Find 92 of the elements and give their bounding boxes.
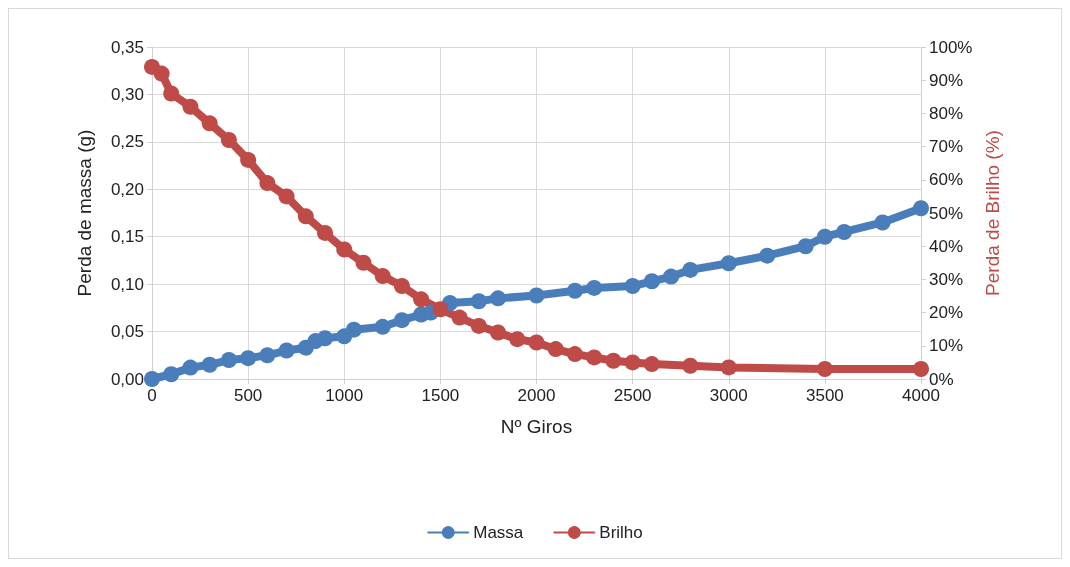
point [547,341,564,358]
point [470,293,487,310]
point [182,359,199,376]
point [720,255,737,272]
point [259,347,276,364]
point [913,361,929,378]
point [836,223,853,240]
y-tick-label: 0,25 [110,132,144,152]
y-tick-label: 0,35 [110,37,144,57]
y2-tick-label: 50% [929,203,964,223]
x-tick-label: 2000 [517,386,556,405]
x-axis-title: Nº Giros [500,416,573,437]
y2-tick-label: 10% [929,336,964,356]
point [624,278,641,295]
point [624,354,641,371]
point [278,342,295,359]
point [220,131,237,148]
x-tick-label: 1500 [421,386,460,405]
point [317,224,334,241]
y-tick-label: 0,20 [110,179,144,199]
point [413,291,430,308]
x-tick-label: 500 [233,386,263,405]
point [240,151,257,168]
point [682,261,699,278]
legend-label: Brilho [599,523,643,542]
y2-tick-label: 30% [929,269,964,289]
point [566,282,583,299]
point [682,357,699,374]
point [528,334,545,351]
point [163,85,180,102]
point [759,247,776,264]
point [278,188,295,205]
point [451,309,468,326]
point [182,98,199,115]
point [509,331,526,348]
point [259,175,276,192]
y-tick-label: 0,30 [110,84,144,104]
point [816,228,833,245]
point [605,352,622,369]
point [643,356,660,373]
x-tick-label: 0 [147,386,157,405]
point [317,330,334,347]
point [490,290,507,307]
legend-label: Massa [473,523,524,542]
point [586,279,603,296]
point [240,350,257,367]
point [201,115,218,132]
x-tick-label: 1000 [325,386,364,405]
y2-tick-label: 40% [929,236,964,256]
point [374,268,391,285]
y2-tick-label: 0% [929,369,954,389]
point [432,301,449,318]
y-tick-label: 0,00 [110,369,144,389]
point [797,238,814,255]
point [663,268,680,285]
point [297,208,314,225]
point [336,241,353,258]
point [345,321,362,338]
point [874,214,891,231]
x-tick-label: 4000 [902,386,940,405]
y2-tick-label: 80% [929,103,964,123]
point [355,254,372,271]
point [586,349,603,366]
y2-tick-label: 90% [929,70,964,90]
y-axis-title: Perda de massa (g) [74,129,95,297]
x-tick-label: 3000 [709,386,748,405]
y2-tick-label: 70% [929,137,964,157]
y-tick-label: 0,05 [110,322,144,342]
point [566,346,583,363]
point [163,366,180,383]
point [144,371,160,387]
point [528,287,545,304]
x-tick-label: 3500 [805,386,844,405]
point [220,352,237,369]
y2-axis-title: Perda de Brilho (%) [982,130,1004,296]
point [470,317,487,334]
point [153,65,170,82]
y2-tick-label: 60% [929,170,964,190]
point [816,361,833,378]
point [490,324,507,341]
y-tick-label: 0,15 [110,227,144,247]
x-tick-label: 2500 [613,386,652,405]
point [374,318,391,335]
y2-tick-label: 100% [929,37,973,57]
y2-tick-label: 20% [929,303,964,323]
point [913,200,929,217]
point [393,278,410,295]
point [201,356,218,373]
y-tick-label: 0,10 [110,274,144,294]
point [393,312,410,329]
point [720,359,737,376]
point [643,273,660,290]
